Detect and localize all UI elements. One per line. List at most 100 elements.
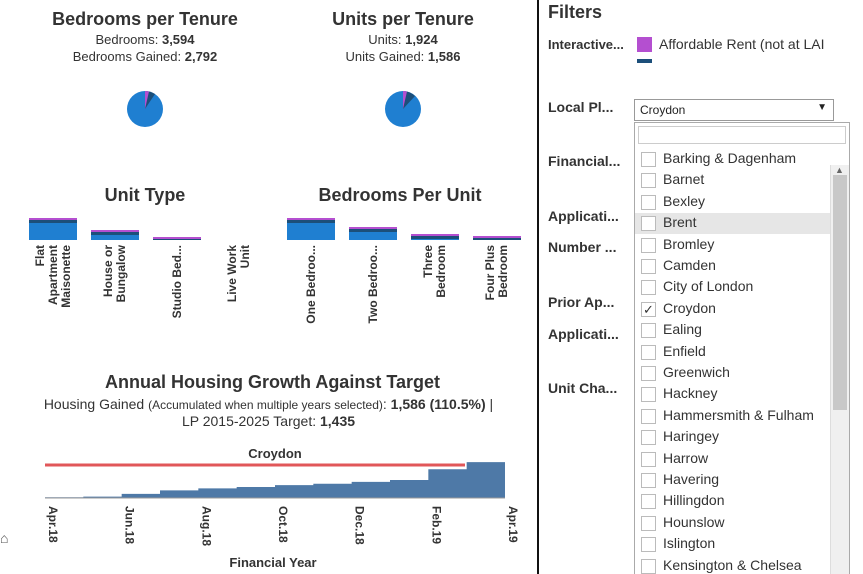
bedrooms-per-unit-chart: One Bedroo... Two Bedroo... Three Bedroom Fo… (270, 205, 535, 355)
bar[interactable] (411, 234, 459, 240)
borough-option-label: Camden (663, 257, 716, 273)
x-axis-title: Financial Year (229, 555, 316, 570)
x-tick-label: Oct.18 (276, 506, 290, 543)
checkbox-icon[interactable] (641, 387, 656, 403)
borough-option[interactable]: ✓ Croydon (635, 299, 831, 320)
search-input[interactable] (638, 126, 846, 144)
borough-option[interactable]: Bexley (635, 192, 831, 213)
checkbox-icon[interactable] (641, 280, 656, 296)
borough-option[interactable]: Hammersmith & Fulham (635, 406, 831, 427)
checked-checkbox-icon[interactable]: ✓ (641, 301, 656, 317)
borough-option[interactable]: Bromley (635, 235, 831, 256)
borough-option[interactable]: Brent (635, 213, 831, 235)
bedrooms-stat: Bedrooms: 3,594 (95, 32, 195, 47)
scroll-up-icon[interactable]: ▲ (835, 165, 844, 175)
borough-option-label: Enfield (663, 342, 706, 359)
borough-option[interactable]: Greenwich (635, 363, 831, 384)
borough-option-label: Harrow (663, 449, 709, 466)
borough-option-label: Greenwich (663, 364, 730, 380)
units-tenure-pie[interactable] (383, 89, 423, 129)
checkbox-icon[interactable] (641, 408, 656, 424)
borough-option-label: Bexley (663, 192, 706, 209)
borough-option[interactable]: Camden (635, 256, 831, 277)
category-label: Four Plus Bedroom (483, 245, 510, 301)
borough-option-label: Hounslow (663, 513, 725, 530)
x-tick-label: Feb.19 (429, 506, 443, 544)
growth-chart-label: Croydon (248, 446, 302, 461)
borough-option[interactable]: Barnet (635, 170, 831, 191)
local-plan-label: Local Pl... (548, 99, 614, 115)
borough-option[interactable]: Hackney (635, 384, 831, 405)
x-tick-label: Dec.18 (353, 506, 367, 545)
checkbox-icon[interactable] (641, 494, 656, 510)
checkbox-icon[interactable] (641, 558, 656, 574)
borough-option[interactable]: Harrow (635, 449, 831, 470)
filters-title: Filters (548, 2, 603, 22)
checkbox-icon[interactable] (641, 194, 656, 210)
borough-option-label: Kensington & Chelsea (663, 556, 802, 573)
borough-option[interactable]: Barking & Dagenham (635, 149, 831, 170)
local-plan-value: Croydon (640, 103, 686, 117)
borough-option[interactable]: Kensington & Chelsea (635, 556, 831, 574)
checkbox-icon[interactable] (641, 430, 656, 446)
borough-option[interactable]: Enfield (635, 342, 831, 363)
checkbox-icon[interactable] (641, 473, 656, 488)
borough-option-label: Ealing (663, 321, 702, 338)
bar[interactable] (287, 218, 335, 240)
units-gained-stat: Units Gained: 1,586 (345, 49, 461, 64)
checkbox-icon[interactable] (641, 344, 656, 360)
x-tick-label: Jun.18 (123, 506, 137, 544)
chevron-down-icon: ▼ (817, 102, 827, 113)
units-per-tenure-title: Units per Tenure (332, 9, 474, 29)
borough-option[interactable]: Ealing (635, 320, 831, 341)
bedrooms-tenure-pie[interactable] (125, 89, 165, 129)
bar[interactable] (349, 227, 397, 240)
checkbox-icon[interactable] (641, 537, 656, 553)
legend-swatch-2 (637, 59, 652, 63)
borough-option-label: Bromley (663, 235, 715, 252)
checkbox-icon[interactable] (641, 237, 656, 253)
checkbox-icon[interactable] (641, 152, 656, 167)
x-tick-label: Aug.18 (199, 506, 213, 546)
housing-gained-area[interactable] (45, 461, 505, 498)
checkbox-icon[interactable] (641, 366, 656, 381)
checkbox-icon[interactable] (641, 259, 656, 274)
checkbox-icon[interactable] (641, 323, 656, 339)
bedrooms-per-unit-title: Bedrooms Per Unit (318, 185, 482, 205)
borough-option-label: City of London (663, 278, 754, 295)
local-plan-dropdown[interactable]: Croydon ▼ (634, 99, 834, 121)
borough-option[interactable]: Havering (635, 470, 831, 491)
borough-option-label: Havering (663, 471, 720, 487)
growth-chart[interactable]: Apr.18 Jun.18 Aug.18 Oct.18 Dec.18 Feb.19 Apr.… (0, 460, 537, 574)
housing-gained-line: Housing Gained (Accumulated when multipl… (43, 396, 494, 412)
borough-dropdown-list[interactable]: Barking & Dagenham Barnet Bexley Brent Broml… (634, 122, 850, 574)
category-label: Live Work Unit (225, 245, 252, 303)
category-label: Flat Apartment Maisonette (32, 245, 73, 308)
legend-item-affordable-rent[interactable]: Affordable Rent (not at LAI (659, 36, 825, 52)
borough-option-label: Hammersmith & Fulham (663, 406, 814, 423)
borough-option-label: Hackney (663, 385, 718, 402)
checkbox-icon[interactable] (641, 173, 656, 189)
checkbox-icon[interactable] (641, 515, 656, 531)
bar[interactable] (153, 237, 201, 240)
bar[interactable] (91, 230, 139, 240)
category-label: Studio Bed... (169, 245, 184, 319)
category-label: One Bedroo... (303, 245, 318, 324)
unit-type-title: Unit Type (104, 185, 186, 205)
borough-option[interactable]: City of London (635, 277, 831, 298)
bar[interactable] (29, 218, 77, 240)
target-line: LP 2015-2025 Target: 1,435 (181, 413, 356, 429)
units-stat: Units: 1,924 (368, 32, 438, 47)
bar[interactable] (473, 236, 521, 240)
financial-year-label: Financial... (548, 153, 621, 169)
x-tick-label: Apr.18 (46, 506, 60, 543)
checkbox-icon[interactable] (641, 451, 656, 467)
borough-option[interactable]: Hillingdon (635, 491, 831, 512)
checkbox-icon[interactable] (641, 216, 656, 232)
borough-option[interactable]: Hounslow (635, 513, 831, 534)
scrollbar-thumb[interactable] (833, 175, 847, 410)
interactive-label: Interactive... (548, 37, 624, 52)
chart-icon[interactable]: ⌂ (0, 530, 9, 546)
borough-option[interactable]: Haringey (635, 427, 831, 448)
borough-option[interactable]: Islington (635, 534, 831, 555)
